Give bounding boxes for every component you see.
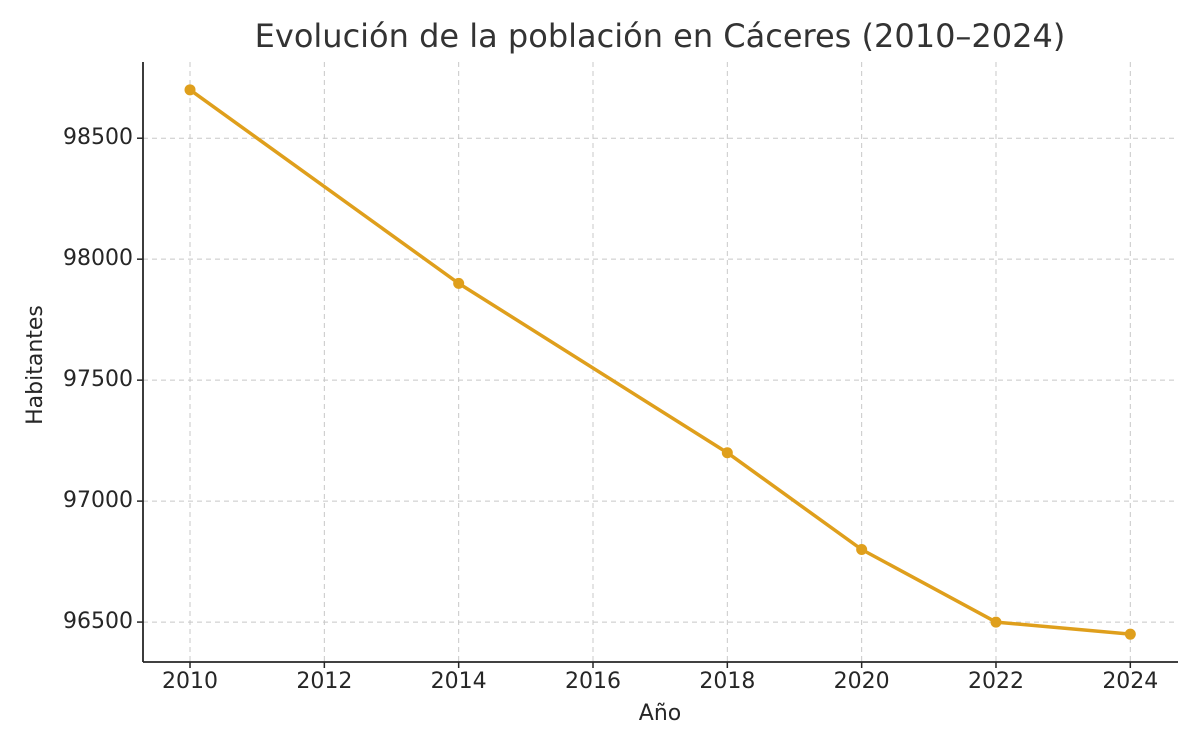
x-tick-label: 2022 bbox=[968, 669, 1024, 694]
y-tick-label: 96500 bbox=[63, 609, 133, 634]
y-tick-label: 98000 bbox=[63, 246, 133, 271]
x-tick-label: 2014 bbox=[431, 669, 487, 694]
point bbox=[1124, 628, 1136, 640]
point bbox=[453, 277, 465, 289]
point bbox=[990, 616, 1002, 628]
chart-title: Evolución de la población en Cáceres (20… bbox=[255, 17, 1066, 55]
x-tick-label: 2020 bbox=[834, 669, 890, 694]
x-tick-label: 2016 bbox=[565, 669, 621, 694]
x-tick-label: 2018 bbox=[699, 669, 755, 694]
x-tick-label: 2024 bbox=[1102, 669, 1158, 694]
x-tick-label: 2012 bbox=[296, 669, 352, 694]
point bbox=[721, 447, 733, 459]
x-tick-label: 2010 bbox=[162, 669, 218, 694]
y-axis-label: Habitantes bbox=[23, 305, 48, 425]
point bbox=[184, 84, 196, 96]
y-tick-label: 98500 bbox=[63, 125, 133, 150]
line bbox=[188, 88, 1131, 636]
y-tick-label: 97500 bbox=[63, 367, 133, 392]
x-axis-label: Año bbox=[639, 701, 681, 726]
y-tick-label: 97000 bbox=[63, 488, 133, 513]
point bbox=[856, 544, 868, 555]
